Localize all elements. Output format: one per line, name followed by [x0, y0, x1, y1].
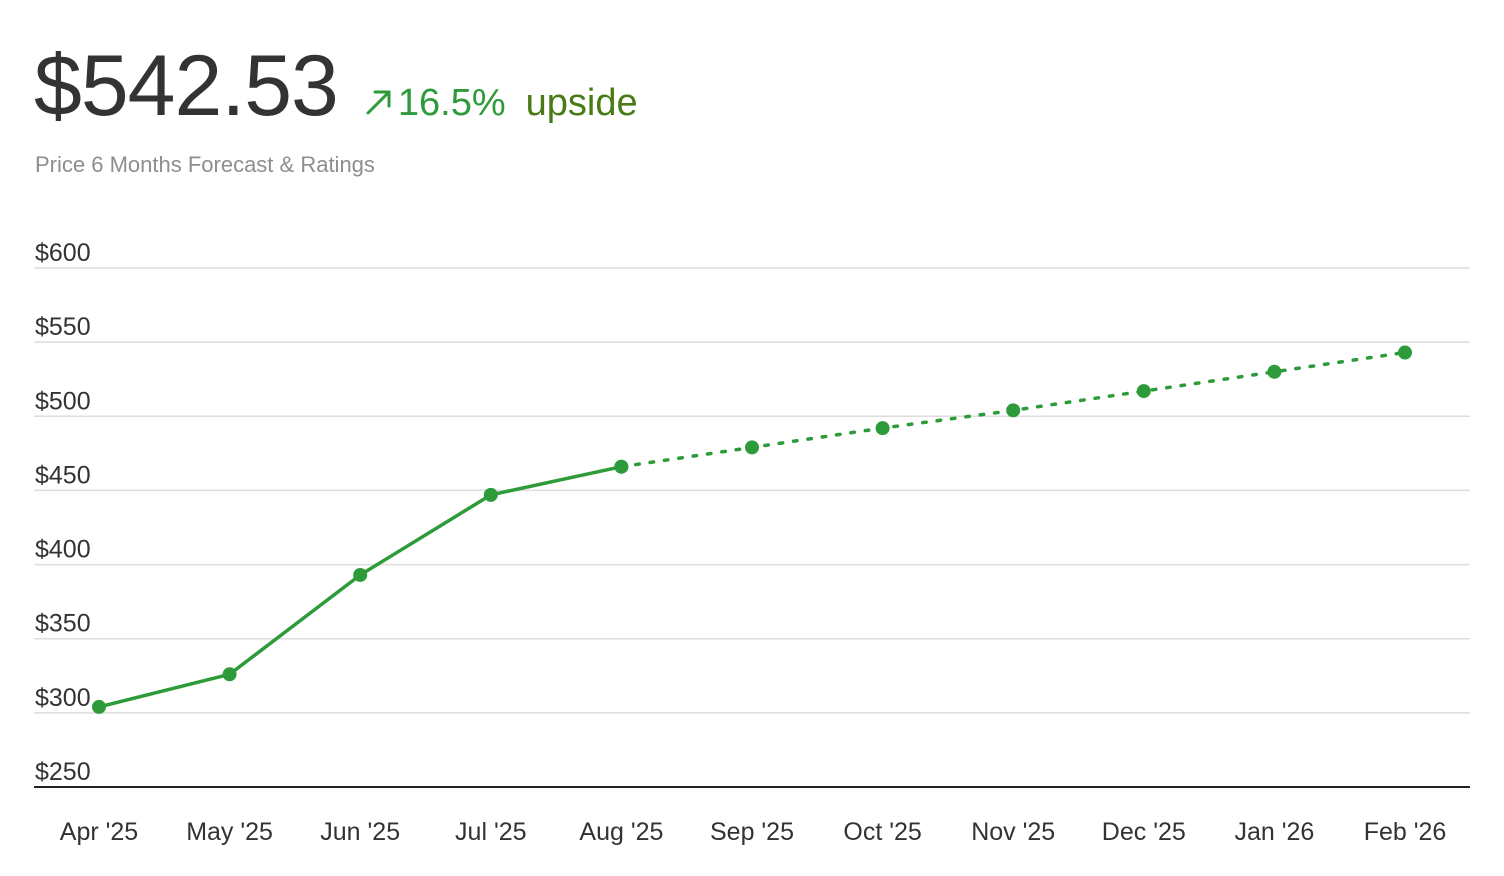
y-tick-label: $300	[35, 684, 91, 712]
x-tick-label: Jun '25	[320, 818, 400, 846]
x-tick-label: Sep '25	[710, 818, 794, 846]
current-price: $542.53	[34, 38, 339, 134]
historical-point[interactable]	[92, 699, 106, 714]
series-lines	[98, 350, 1407, 709]
y-tick-label: $250	[35, 758, 91, 786]
change-percent: 16.5%	[397, 82, 506, 124]
y-tick-label: $400	[35, 536, 91, 564]
x-tick-label: Nov '25	[971, 818, 1055, 846]
chart-subtitle: Price 6 Months Forecast & Ratings	[35, 152, 375, 177]
arrow-up-right-icon	[366, 90, 391, 115]
historical-point[interactable]	[483, 487, 498, 502]
grid-lines	[34, 267, 1470, 788]
forecast-point[interactable]	[614, 459, 629, 474]
forecast-point[interactable]	[1006, 403, 1021, 418]
x-tick-label: Feb '26	[1364, 818, 1447, 846]
price-change: 16.5% upside	[364, 82, 638, 125]
forecast-point[interactable]	[745, 440, 759, 455]
x-tick-label: May '25	[186, 818, 273, 846]
y-tick-label: $600	[35, 239, 91, 267]
y-axis-ticks: $600 $550 $500 $450 $400 $350 $300 $250	[35, 239, 91, 786]
forecast-point[interactable]	[875, 421, 890, 436]
historical-point[interactable]	[222, 667, 237, 682]
y-tick-label: $450	[35, 461, 91, 489]
x-tick-label: Apr '25	[60, 818, 138, 846]
forecast-point[interactable]	[1398, 345, 1412, 360]
y-tick-label: $350	[35, 610, 91, 638]
forecast-point[interactable]	[1136, 384, 1151, 399]
y-tick-label: $550	[35, 313, 91, 341]
x-tick-label: Aug '25	[579, 818, 663, 846]
y-tick-label: $500	[35, 387, 91, 415]
price-header: $542.53 16.5% upside	[34, 38, 638, 134]
historical-series-line	[98, 464, 622, 709]
forecast-point[interactable]	[1267, 364, 1282, 379]
x-tick-label: Oct '25	[843, 818, 921, 846]
x-axis-ticks: Apr '25 May '25 Jun '25 Jul '25 Aug '25 Sep '…	[60, 818, 1447, 846]
historical-point[interactable]	[353, 567, 368, 582]
x-tick-label: Jan '26	[1234, 818, 1314, 846]
data-points	[92, 345, 1412, 714]
upside-label: upside	[525, 82, 638, 124]
x-tick-label: Jul '25	[455, 818, 526, 846]
x-tick-label: Dec '25	[1102, 818, 1186, 846]
